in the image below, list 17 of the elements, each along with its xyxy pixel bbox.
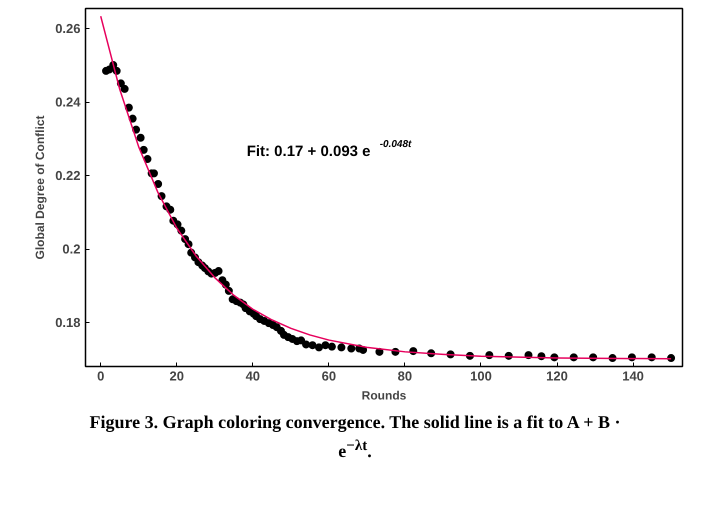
y-tick-label: 0.24 (55, 94, 82, 110)
x-tick-label: 40 (246, 368, 260, 384)
x-axis-title: Rounds (362, 388, 407, 402)
y-axis-title: Global Degree of Conflict (33, 115, 48, 260)
x-tick-label: 20 (170, 368, 184, 384)
x-tick-label: 0 (97, 368, 104, 384)
caption: Figure 3. Graph coloring convergence. The solid line is a fit to A + B · e$^{−λt}$. (88, 411, 622, 463)
x-tick-label: 60 (322, 368, 336, 384)
y-tick-label: 0.2 (62, 242, 81, 257)
x-tick-label: 100 (470, 368, 492, 384)
y-tick-label: 0.22 (55, 168, 81, 184)
annotation: Fit: 0.17 + 0.093 e-0.048t (246, 139, 412, 160)
y-tick-label: 0.26 (55, 21, 81, 36)
x-tick-label: 140 (622, 368, 644, 384)
x-tick-label: 120 (546, 368, 568, 384)
x-tick-label: 80 (398, 368, 412, 384)
y-tick-label: 0.18 (55, 314, 81, 330)
